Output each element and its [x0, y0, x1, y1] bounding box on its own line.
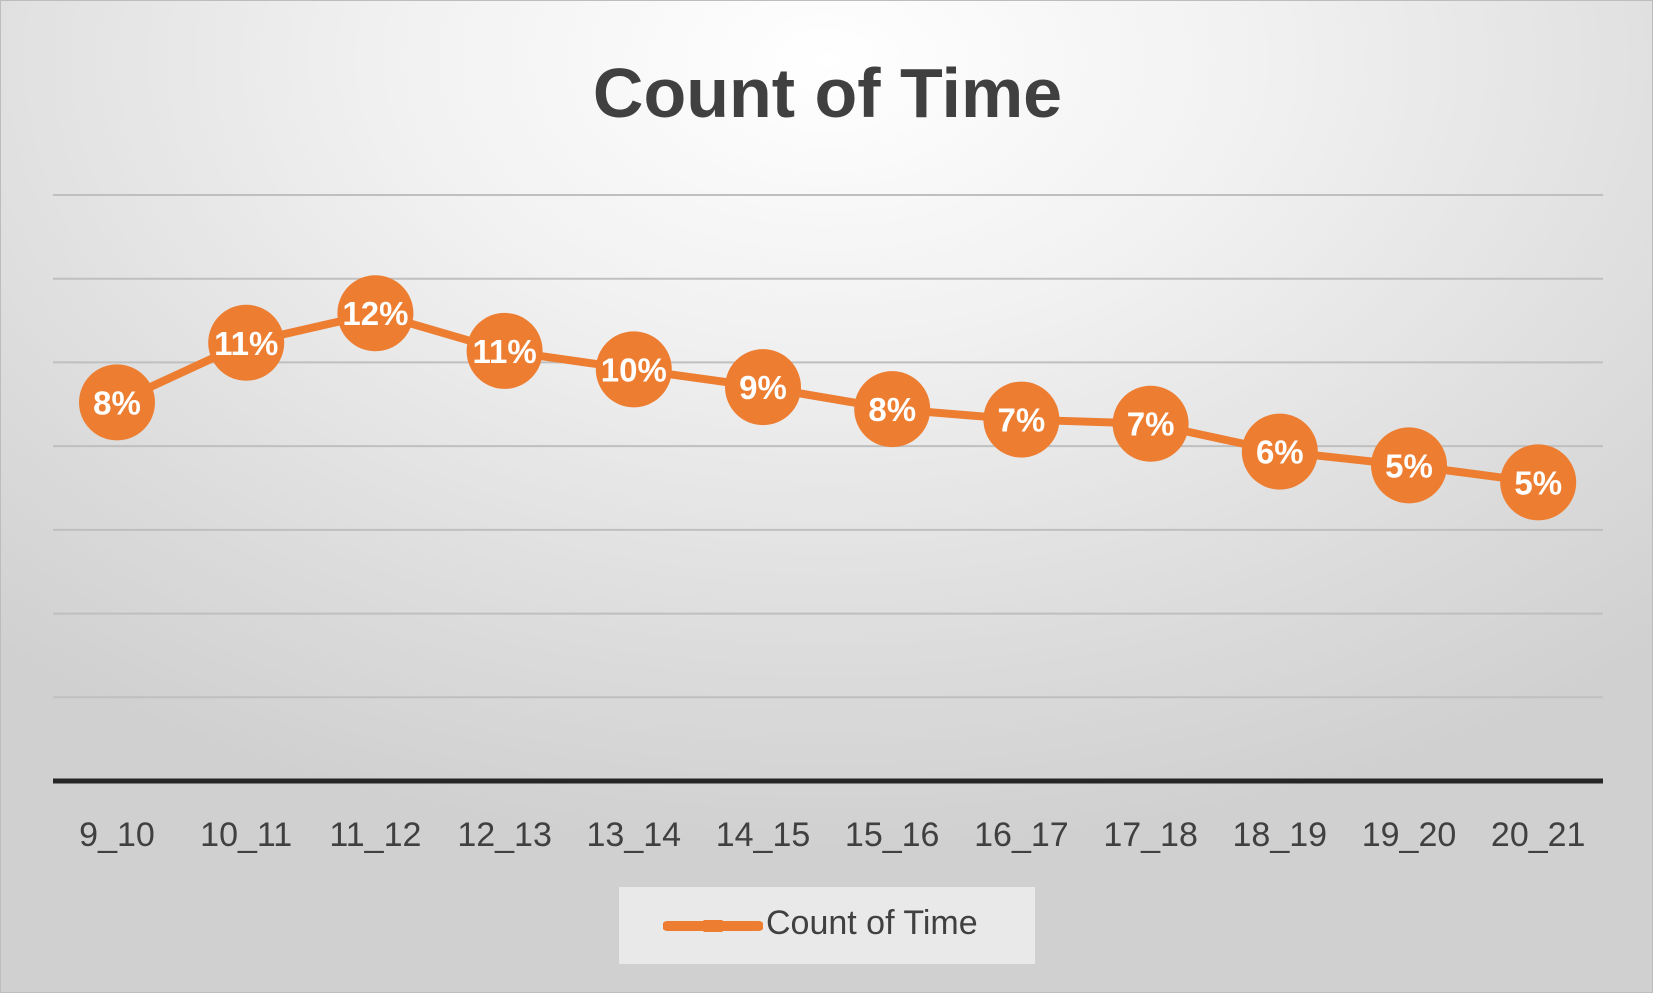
legend-label: Count of Time: [766, 904, 978, 942]
data-point: [1241, 413, 1318, 490]
legend-series-marker: [663, 920, 763, 932]
x-tick-label: 18_19: [1233, 816, 1328, 854]
data-label: 7%: [1127, 406, 1175, 443]
data-label: 8%: [93, 384, 141, 421]
x-tick-label: 15_16: [845, 816, 940, 854]
data-label: 12%: [342, 295, 408, 332]
x-tick-label: 11_12: [329, 816, 421, 854]
legend: Count of Time: [619, 887, 1035, 964]
data-label: 11%: [472, 333, 536, 370]
x-tick-label: 12_13: [457, 816, 552, 854]
data-point: [983, 381, 1060, 458]
data-point: [854, 371, 931, 448]
data-label: 5%: [1514, 464, 1562, 501]
data-label: 7%: [998, 402, 1046, 439]
data-label: 10%: [601, 351, 667, 388]
data-point: [466, 312, 543, 389]
x-tick-label: 20_21: [1491, 816, 1586, 854]
data-label: 8%: [868, 391, 916, 428]
series-line: [115, 309, 1539, 487]
data-label: 5%: [1385, 447, 1433, 484]
x-tick-label: 9_10: [79, 816, 155, 854]
data-point: [1500, 444, 1577, 521]
data-label: 11%: [214, 325, 278, 362]
data-point: [595, 331, 672, 408]
data-point: [79, 364, 155, 441]
chart-title: Count of Time: [592, 54, 1063, 132]
x-tick-label: 19_20: [1362, 816, 1457, 854]
x-tick-label: 10_11: [200, 816, 292, 854]
data-label: 6%: [1256, 434, 1304, 471]
data-label: 9%: [739, 369, 787, 406]
data-point: [1112, 385, 1189, 462]
data-point: [208, 304, 285, 381]
x-tick-label: 17_18: [1103, 816, 1198, 854]
x-tick-label: 13_14: [587, 816, 682, 854]
x-tick-label: 16_17: [974, 816, 1069, 854]
data-point: [337, 275, 414, 352]
x-tick-label: 14_15: [716, 816, 811, 854]
data-point: [1371, 427, 1447, 504]
data-point: [725, 349, 801, 426]
